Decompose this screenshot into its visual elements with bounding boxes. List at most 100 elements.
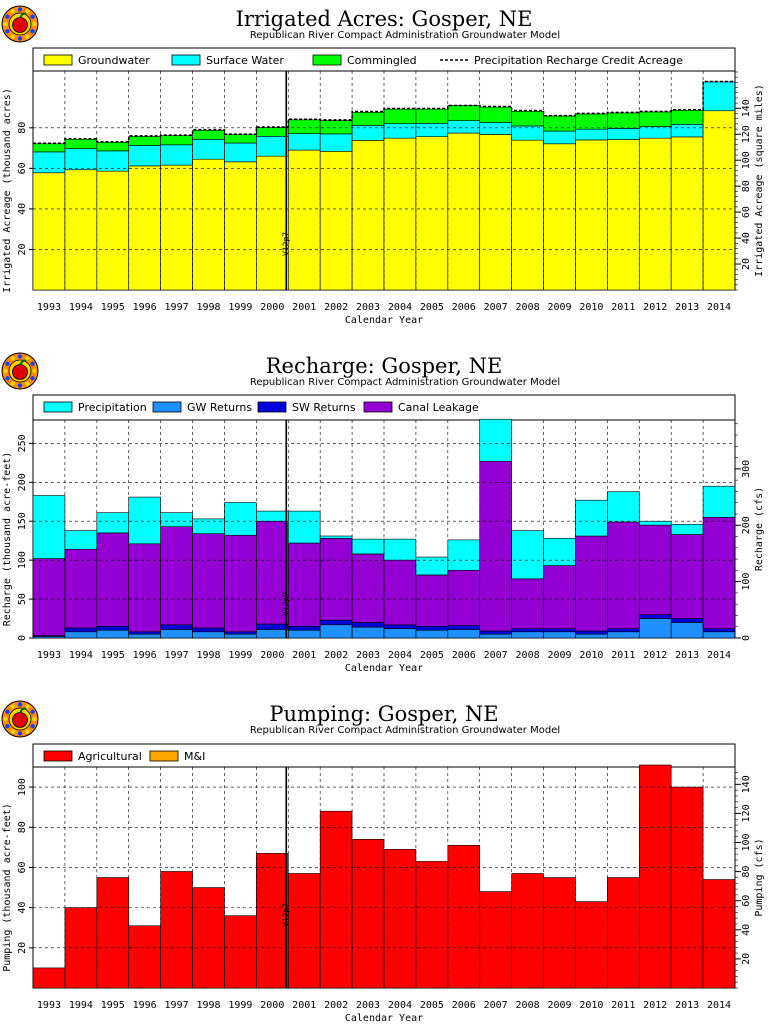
bar-precipitation-2007: [479, 418, 512, 462]
bar-sw-returns-2003: [351, 622, 385, 628]
bar-groundwater-2004: [383, 137, 417, 291]
bar-canal-leakage-2011: [607, 521, 640, 629]
logo-leaf-icon: [19, 12, 27, 19]
apple-logo-2: [1, 700, 39, 738]
bar-surface-water-1997: [160, 144, 193, 166]
y2-tick-label: 140: [741, 99, 752, 117]
bar-canal-leakage-1997: [160, 526, 193, 626]
legend-swatch: [43, 54, 73, 66]
x-tick-label-2008: 2008: [516, 650, 540, 661]
legend-label: Commingled: [347, 54, 417, 67]
bar-canal-leakage-1996: [128, 543, 161, 633]
x-tick-label-2012: 2012: [643, 650, 667, 661]
bar-gw-returns-2005: [415, 629, 449, 639]
x-tick-label-2004: 2004: [388, 302, 412, 313]
precip-credit-line: [33, 80, 735, 144]
y-tick-label: 0: [17, 635, 28, 641]
x-axis-label-0: Calendar Year: [345, 315, 423, 326]
x-tick-label-1993: 1993: [37, 302, 61, 313]
y2-tick-label: 60: [741, 895, 752, 907]
logo-dot: [5, 724, 10, 729]
bar-surface-water-1999: [224, 142, 257, 163]
x-axis-label-2: Calendar Year: [345, 1013, 423, 1024]
x-tick-label-1997: 1997: [165, 1000, 189, 1011]
bar-sw-returns-2009: [543, 628, 576, 633]
x-tick-label-1997: 1997: [165, 302, 189, 313]
bar-commingled-2004: [383, 108, 417, 125]
logo-dot: [17, 354, 23, 359]
logo-dot: [32, 368, 37, 374]
bar-gw-returns-2007: [479, 633, 512, 639]
bar-surface-water-2013: [670, 124, 704, 138]
bar-agricultural-1999: [224, 915, 257, 989]
bar-agricultural-2009: [543, 877, 576, 989]
legend-label: Groundwater: [78, 54, 150, 67]
bar-gw-returns-2012: [638, 618, 672, 639]
x-tick-label-2006: 2006: [452, 650, 476, 661]
bar-surface-water-2003: [351, 125, 385, 141]
bar-canal-leakage-1995: [96, 532, 130, 627]
bar-commingled-1997: [160, 135, 193, 146]
logo-dot: [10, 34, 15, 39]
y-tick-label: 40: [17, 203, 28, 215]
logo-dot: [17, 702, 23, 707]
bar-surface-water-2014: [702, 81, 736, 112]
x-tick-label-2007: 2007: [484, 650, 508, 661]
x-tick-label-2006: 2006: [452, 1000, 476, 1011]
bar-precipitation-2005: [415, 556, 449, 576]
bar-agricultural-1998: [192, 887, 225, 989]
logo-dot: [5, 14, 10, 19]
bar-commingled-1998: [192, 130, 225, 140]
bar-sw-returns-2014: [702, 628, 736, 633]
logo-dot: [3, 716, 8, 722]
bar-agricultural-2012: [638, 764, 672, 989]
x-tick-label-2008: 2008: [516, 1000, 540, 1011]
bar-groundwater-2011: [607, 139, 640, 291]
logo-dot: [25, 381, 30, 386]
y2-axis-label-0: Irrigated Acreage (square miles): [754, 84, 765, 277]
y2-tick-label: 40: [741, 232, 752, 244]
bar-precipitation-1995: [96, 512, 130, 534]
bar-precipitation-2012: [638, 520, 672, 526]
bar-precipitation-1996: [128, 496, 161, 545]
x-tick-label-2001: 2001: [292, 302, 316, 313]
bar-gw-returns-2006: [447, 629, 481, 639]
logo-dot: [25, 704, 30, 709]
bar-surface-water-2011: [607, 128, 640, 140]
logo-dot: [25, 356, 30, 361]
x-tick-label-2013: 2013: [675, 1000, 699, 1011]
bar-groundwater-2001: [287, 149, 321, 291]
bar-canal-leakage-2005: [415, 574, 449, 627]
bar-canal-leakage-2004: [383, 559, 417, 626]
apple-logo-0: [1, 5, 39, 43]
bar-canal-leakage-1994: [64, 548, 98, 629]
chart-subtitle-1: Republican River Compact Administration …: [250, 377, 560, 388]
chart-title-0: Irrigated Acres: Gosper, NE: [236, 7, 533, 31]
y2-tick-label: 80: [741, 866, 752, 878]
y2-tick-label: 100: [741, 573, 752, 591]
bar-gw-returns-2000: [256, 629, 289, 639]
x-tick-label-1996: 1996: [133, 650, 157, 661]
bar-groundwater-2000: [256, 155, 289, 291]
x-tick-label-2010: 2010: [579, 650, 603, 661]
legend-swatch: [363, 401, 393, 413]
x-tick-label-2006: 2006: [452, 302, 476, 313]
bar-surface-water-2005: [415, 123, 449, 137]
logo-dot: [30, 14, 35, 19]
logo-dot: [10, 9, 15, 14]
y2-tick-label: 20: [741, 258, 752, 270]
bar-groundwater-2006: [447, 132, 481, 291]
bar-sw-returns-1999: [224, 631, 257, 635]
y2-axis-label-1: Recharge (cfs): [754, 487, 765, 571]
logo-dot: [25, 9, 30, 14]
logo-dot: [32, 21, 37, 27]
chart-subtitle-2: Republican River Compact Administration …: [250, 725, 560, 736]
apple-logo-1: [1, 352, 39, 390]
y-tick-label: 80: [17, 122, 28, 134]
bar-surface-water-2006: [447, 120, 481, 134]
legend-label: SW Returns: [292, 401, 356, 414]
bar-canal-leakage-2002: [319, 538, 353, 621]
bar-agricultural-2005: [415, 861, 449, 989]
x-tick-label-2011: 2011: [611, 302, 635, 313]
y-tick-label: 80: [17, 821, 28, 833]
